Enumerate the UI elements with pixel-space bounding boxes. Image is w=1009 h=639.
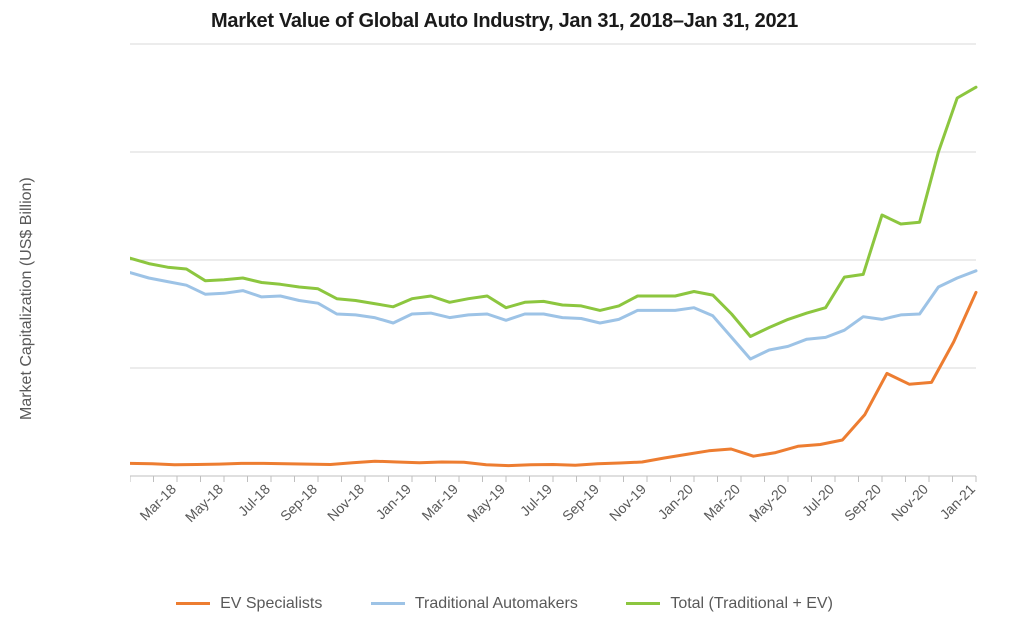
svg-text:Mar-18: Mar-18 (136, 481, 179, 524)
svg-text:Mar-19: Mar-19 (418, 481, 461, 524)
svg-text:Jan-21: Jan-21 (937, 481, 979, 523)
svg-text:Jul-19: Jul-19 (517, 481, 555, 519)
svg-text:Jul-20: Jul-20 (799, 481, 837, 519)
svg-text:May-20: May-20 (746, 481, 790, 525)
legend-item-total: Total (Traditional + EV) (626, 595, 833, 613)
svg-text:Jan-18: Jan-18 (130, 481, 132, 523)
legend-swatch-trad (371, 602, 405, 605)
chart-title: Market Value of Global Auto Industry, Ja… (0, 10, 1009, 33)
legend-item-ev: EV Specialists (176, 595, 322, 613)
svg-text:Sep-18: Sep-18 (277, 481, 320, 524)
svg-text:Nov-18: Nov-18 (324, 481, 367, 524)
svg-text:May-19: May-19 (464, 481, 508, 525)
svg-text:Jul-18: Jul-18 (235, 481, 273, 519)
legend-label-ev: EV Specialists (220, 595, 322, 613)
y-axis-title: Market Capitalization (US$ Billion) (18, 177, 36, 420)
chart-container: Market Value of Global Auto Industry, Ja… (0, 0, 1009, 639)
svg-text:Jan-20: Jan-20 (655, 481, 697, 523)
chart-legend: EV Specialists Traditional Automakers To… (0, 592, 1009, 613)
series-line-0 (130, 292, 976, 465)
legend-swatch-total (626, 602, 660, 605)
series-line-2 (130, 87, 976, 336)
series-line-1 (130, 271, 976, 359)
svg-text:Jan-19: Jan-19 (373, 481, 415, 523)
svg-text:Nov-20: Nov-20 (888, 481, 931, 524)
svg-text:Nov-19: Nov-19 (606, 481, 649, 524)
legend-item-trad: Traditional Automakers (371, 595, 578, 613)
svg-text:May-18: May-18 (182, 481, 226, 525)
svg-text:Sep-20: Sep-20 (841, 481, 884, 524)
legend-label-total: Total (Traditional + EV) (670, 595, 833, 613)
svg-text:Mar-20: Mar-20 (700, 481, 743, 524)
svg-text:Sep-19: Sep-19 (559, 481, 602, 524)
chart-plot-area: $0$600,000$1,200,000$1,800,000$2,400,000… (130, 38, 986, 538)
legend-swatch-ev (176, 602, 210, 605)
legend-label-trad: Traditional Automakers (415, 595, 578, 613)
